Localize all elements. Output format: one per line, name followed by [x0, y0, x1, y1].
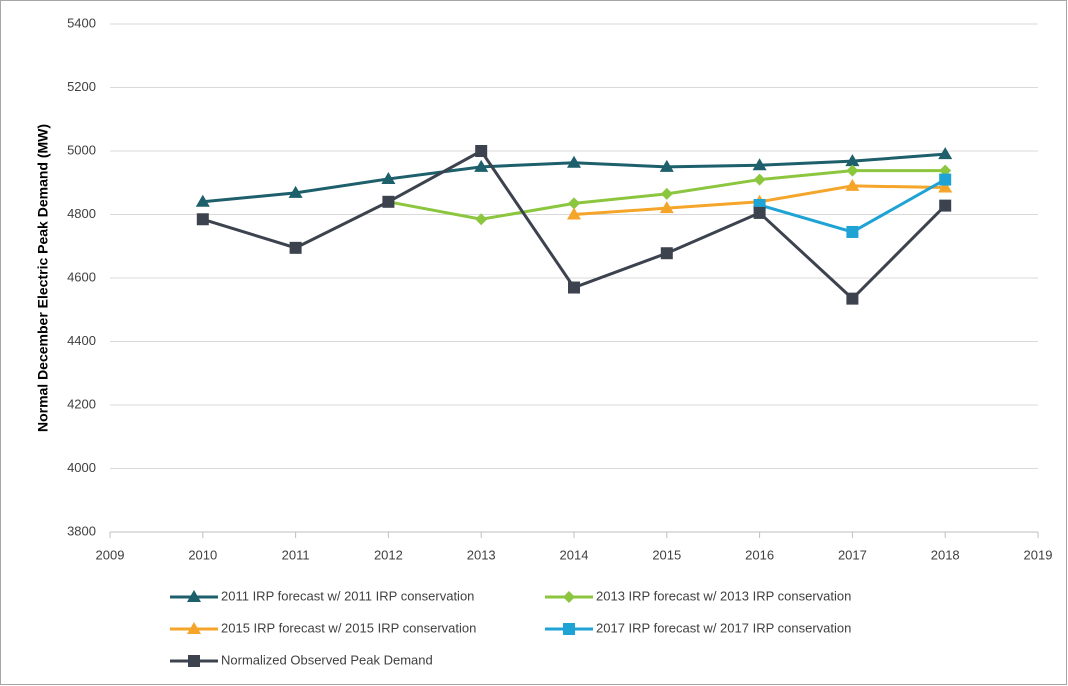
- x-tick-label: 2019: [1024, 547, 1053, 562]
- point-marker: [846, 292, 859, 305]
- x-tick-label: 2016: [745, 547, 774, 562]
- y-tick-label: 5000: [67, 142, 96, 157]
- point-marker: [475, 145, 488, 157]
- point-marker: [196, 213, 209, 226]
- point-marker: [846, 164, 859, 177]
- x-tick-label: 2012: [374, 547, 403, 562]
- x-tick-label: 2010: [188, 547, 217, 562]
- legend-label: 2015 IRP forecast w/ 2015 IRP conservati…: [221, 620, 476, 635]
- y-tick-label: 5400: [67, 15, 96, 30]
- point-marker: [288, 185, 303, 198]
- legend-marker: [563, 623, 575, 635]
- y-tick-label: 5200: [67, 79, 96, 94]
- y-tick-label: 4400: [67, 333, 96, 348]
- x-tick-label: 2017: [838, 547, 867, 562]
- legend-label: 2013 IRP forecast w/ 2013 IRP conservati…: [596, 588, 851, 603]
- point-marker: [567, 155, 581, 168]
- point-marker: [568, 281, 580, 294]
- point-marker: [753, 206, 766, 219]
- point-marker: [659, 201, 674, 214]
- legend-label: 2011 IRP forecast w/ 2011 IRP conservati…: [221, 588, 474, 603]
- y-tick-label: 3800: [67, 523, 96, 538]
- point-marker: [845, 154, 860, 167]
- point-marker: [568, 197, 580, 210]
- point-marker: [660, 247, 673, 260]
- point-marker: [475, 213, 488, 226]
- point-marker: [567, 207, 581, 220]
- point-marker: [753, 173, 766, 186]
- x-tick-label: 2009: [96, 547, 125, 562]
- point-marker: [474, 159, 489, 172]
- x-tick-label: 2014: [560, 547, 589, 562]
- x-tick-label: 2013: [467, 547, 496, 562]
- point-marker: [938, 180, 953, 193]
- point-marker: [382, 195, 395, 208]
- y-tick-label: 4000: [67, 460, 96, 475]
- point-marker: [939, 173, 952, 186]
- x-tick-label: 2011: [282, 547, 310, 562]
- legend-marker: [187, 590, 201, 602]
- x-tick-label: 2018: [931, 547, 960, 562]
- point-marker: [846, 225, 859, 238]
- point-marker: [381, 171, 396, 184]
- legend-label: Normalized Observed Peak Demand: [221, 652, 433, 667]
- y-tick-label: 4800: [67, 206, 96, 221]
- point-marker: [938, 147, 953, 160]
- point-marker: [845, 178, 860, 191]
- point-marker: [289, 241, 302, 254]
- legend-marker: [188, 655, 200, 667]
- point-marker: [659, 159, 674, 172]
- point-marker: [752, 158, 767, 171]
- point-marker: [660, 187, 673, 200]
- y-axis-label: Normal December Electric Peak Demand (MW…: [35, 124, 51, 432]
- y-tick-label: 4600: [67, 269, 96, 284]
- legend-label: 2017 IRP forecast w/ 2017 IRP conservati…: [596, 620, 851, 635]
- y-tick-label: 4200: [67, 396, 96, 411]
- point-marker: [939, 199, 952, 212]
- x-tick-label: 2015: [652, 547, 681, 562]
- legend-marker: [563, 591, 575, 603]
- point-marker: [195, 194, 210, 207]
- legend-marker: [187, 622, 201, 634]
